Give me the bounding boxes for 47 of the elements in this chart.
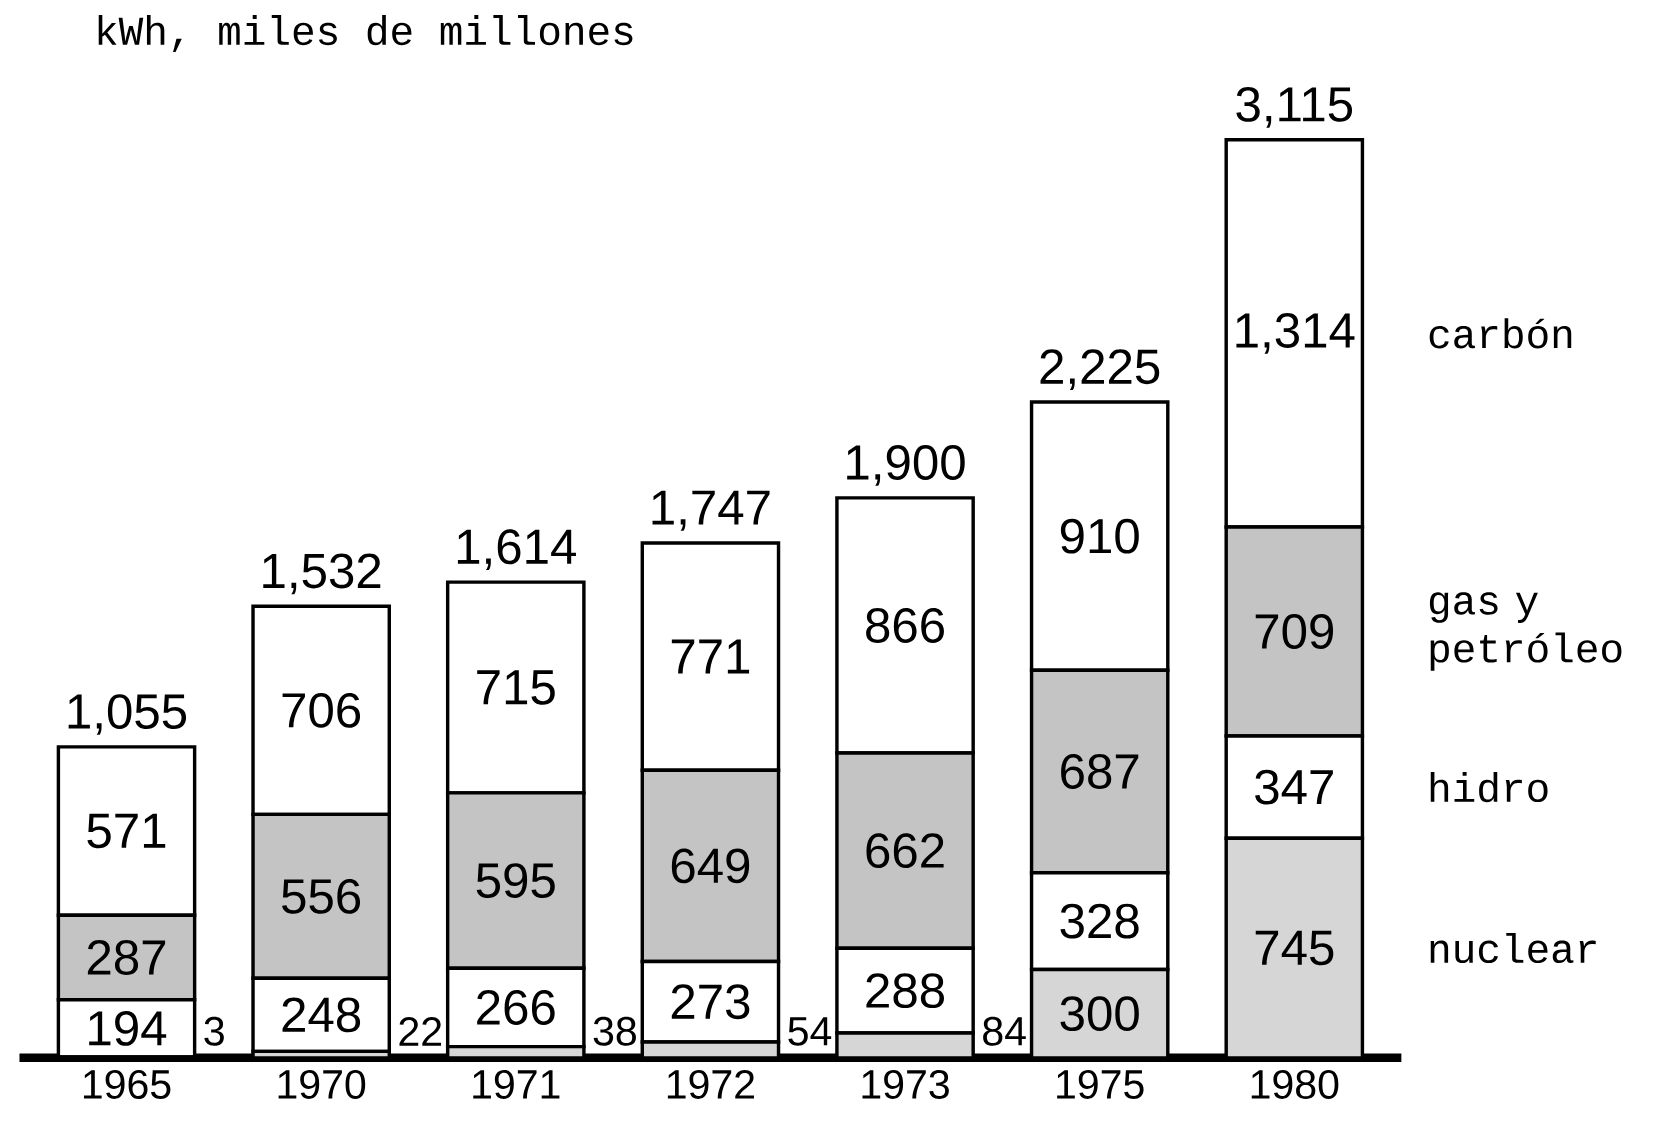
data-label: 706 (282, 693, 361, 728)
data-label: 3 (204, 1016, 224, 1046)
data-label: 662 (866, 833, 944, 869)
data-label: 866 (866, 608, 944, 643)
data-label: 771 (671, 639, 750, 674)
total-label: 1,055 (68, 694, 187, 735)
data-label: 273 (671, 984, 750, 1020)
data-label: 571 (87, 813, 166, 849)
data-label: 22 (399, 1017, 442, 1046)
x-tick-label: 1973 (862, 1070, 949, 1100)
data-label: 687 (1061, 754, 1139, 790)
data-label: 300 (1060, 996, 1139, 1032)
data-label: 595 (476, 863, 555, 899)
series-label: carbón (1429, 318, 1572, 349)
total-label: 1,614 (457, 529, 576, 571)
data-label: 347 (1255, 769, 1333, 805)
x-tick-label: 1965 (83, 1070, 171, 1100)
data-label: 745 (1255, 930, 1334, 966)
data-label: 715 (477, 670, 555, 705)
x-tick-label: 1975 (1057, 1070, 1144, 1100)
total-label: 3,115 (1236, 87, 1353, 128)
data-label: 709 (1255, 614, 1334, 650)
total-label: 1,747 (652, 490, 770, 531)
data-label: 54 (788, 1017, 832, 1046)
data-label: 84 (983, 1016, 1026, 1046)
data-label: 1,314 (1236, 313, 1355, 354)
x-tick-label: 1970 (278, 1070, 366, 1100)
series-label: hidro (1430, 772, 1548, 803)
data-label: 649 (671, 848, 750, 884)
total-label: 2,225 (1040, 349, 1160, 391)
data-label: 556 (282, 878, 361, 914)
x-tick-label: 1971 (473, 1070, 560, 1100)
total-label: 1,532 (263, 553, 381, 595)
data-label: 194 (89, 1011, 167, 1046)
data-label: 910 (1060, 518, 1139, 554)
x-tick-label: 1972 (667, 1070, 754, 1100)
total-label: 1,900 (847, 445, 965, 486)
data-label: 266 (477, 990, 555, 1025)
data-label: 288 (866, 973, 944, 1009)
data-label: 287 (87, 940, 166, 975)
data-label: 328 (1060, 903, 1139, 939)
data-label: 38 (593, 1016, 636, 1046)
series-label: gas y petróleo (1429, 592, 1622, 671)
x-tick-label: 1980 (1251, 1070, 1339, 1100)
data-label: 248 (282, 997, 361, 1033)
chart-title: kWh, miles de millones (98, 15, 633, 53)
series-label: nuclear (1430, 933, 1596, 964)
